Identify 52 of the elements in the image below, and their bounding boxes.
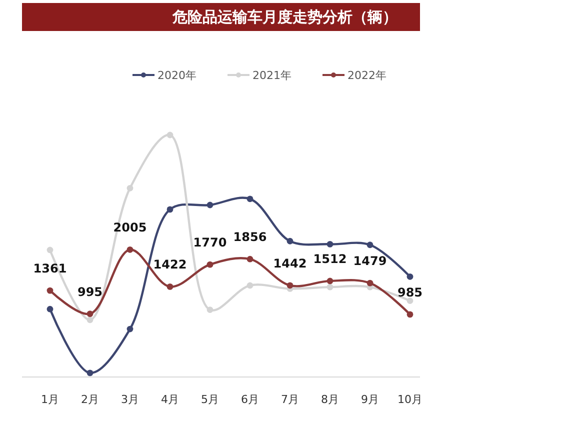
point	[166, 132, 174, 138]
point	[246, 196, 254, 202]
x-tick-label: 10月	[398, 393, 422, 406]
data-label: 1479	[353, 254, 387, 268]
point	[406, 298, 414, 304]
x-tick-label: 5月	[201, 393, 219, 406]
point	[126, 326, 134, 332]
point	[246, 256, 254, 262]
point	[366, 280, 374, 286]
data-label: 985	[397, 285, 423, 300]
data-label: 1512	[313, 252, 347, 266]
data-label: 1361	[33, 262, 67, 276]
point	[166, 206, 174, 213]
data-label: 1770	[193, 236, 227, 250]
point	[206, 202, 214, 208]
legend-label: 2020年	[158, 69, 196, 82]
point	[286, 238, 294, 244]
x-tick-label: 1月	[41, 393, 59, 406]
point	[46, 246, 54, 254]
x-tick-label: 9月	[361, 393, 379, 406]
point	[326, 278, 334, 284]
point	[366, 242, 374, 248]
x-tick-label: 4月	[161, 393, 179, 406]
data-label: 1442	[273, 256, 307, 270]
point	[46, 287, 54, 294]
data-label: 1856	[233, 230, 267, 244]
legend-label: 2022年	[348, 69, 386, 82]
data-label: 1422	[153, 258, 187, 272]
point	[206, 261, 214, 268]
point	[406, 273, 414, 280]
point	[406, 311, 414, 318]
point	[166, 283, 174, 290]
point	[86, 310, 94, 317]
point	[326, 240, 334, 248]
point	[46, 306, 54, 312]
point	[86, 370, 94, 376]
point	[286, 282, 294, 289]
x-tick-label: 8月	[321, 393, 339, 406]
point	[246, 282, 254, 289]
point	[206, 306, 214, 313]
x-tick-label: 7月	[281, 393, 299, 406]
data-label: 995	[77, 284, 103, 299]
x-tick-label: 6月	[241, 393, 259, 406]
point	[86, 316, 94, 324]
legend-label: 2021年	[252, 69, 292, 82]
data-label: 2005	[113, 220, 147, 235]
chart-title: 危险品运输车月度走势分析（辆）	[172, 8, 398, 26]
point	[326, 284, 334, 290]
x-tick-label: 3月	[121, 393, 139, 406]
point	[126, 184, 134, 192]
x-tick-label: 2月	[81, 393, 99, 406]
point	[126, 246, 134, 253]
